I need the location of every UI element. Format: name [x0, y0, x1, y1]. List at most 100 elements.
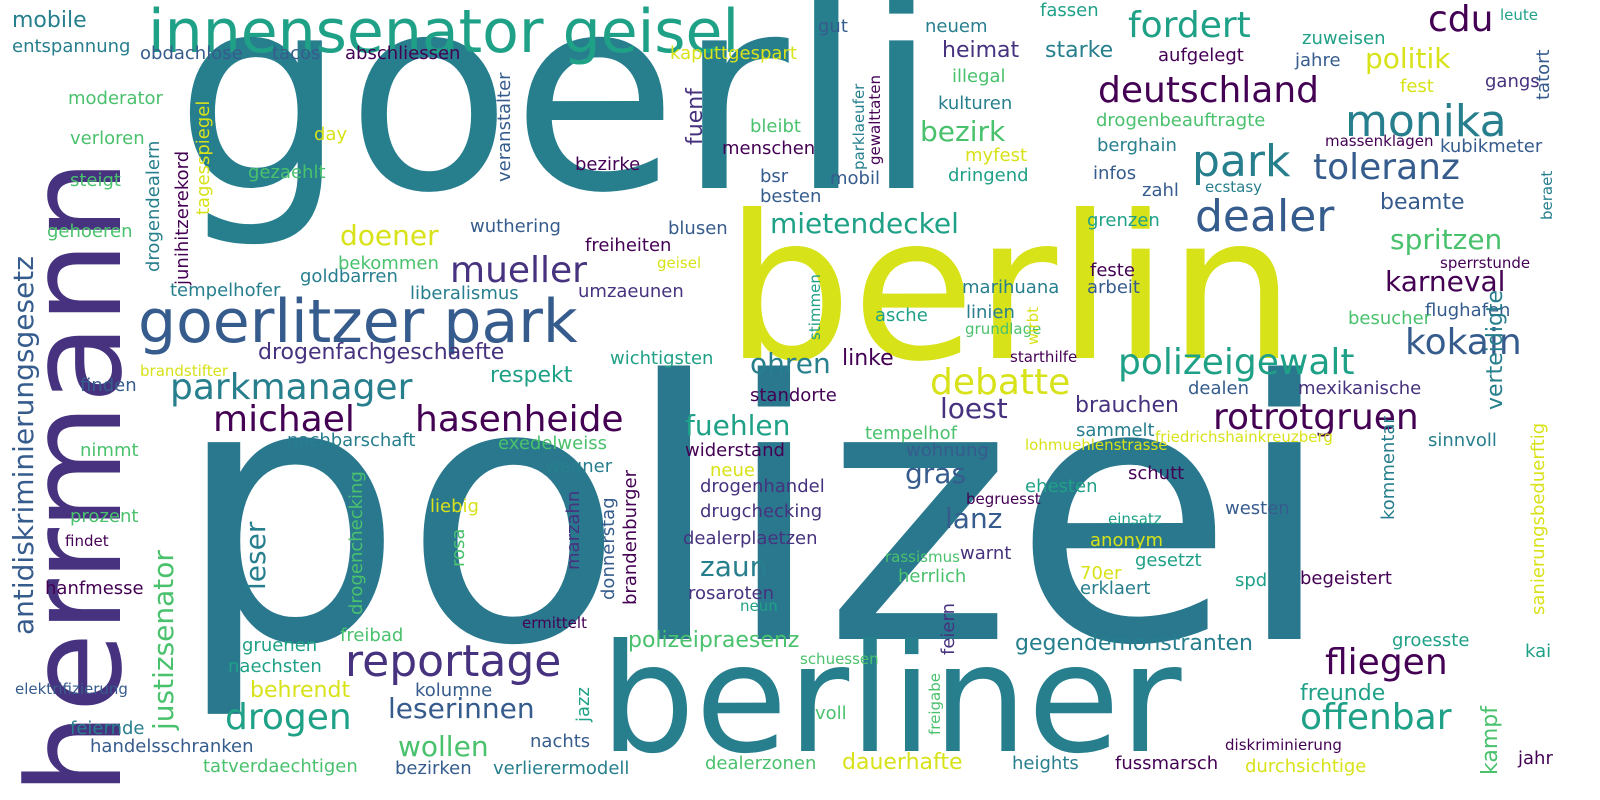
word-jahre: jahre	[1295, 50, 1341, 71]
word-leserinnen: leserinnen	[388, 692, 535, 725]
word-illegal: illegal	[952, 66, 1006, 87]
word-wegner: wegner	[545, 456, 613, 477]
word-asche: asche	[875, 305, 928, 326]
word-drugchecking: drugchecking	[700, 501, 823, 522]
word-mobil: mobil	[830, 168, 880, 189]
word-liebig: liebig	[430, 496, 479, 517]
word-starke: starke	[1045, 38, 1114, 63]
word-arbeit: arbeit	[1087, 277, 1140, 298]
word-beamte: beamte	[1380, 190, 1465, 215]
word-linien: linien	[966, 302, 1015, 323]
word-drogenhandel: drogenhandel	[700, 476, 825, 497]
word-jahr: jahr	[1518, 748, 1553, 769]
word-voll: voll	[815, 703, 847, 724]
word-park: park	[1192, 136, 1291, 187]
word-handelsschranken: handelsschranken	[90, 736, 254, 757]
word-dealerplaetzen: dealerplaetzen	[683, 528, 818, 549]
word-einsatz: einsatz	[1108, 510, 1162, 528]
word-fuehlen: fuehlen	[685, 409, 791, 442]
word-behrendt: behrendt	[250, 678, 351, 703]
word-marihuana: marihuana	[962, 277, 1060, 298]
word-flughafen: flughafen	[1425, 300, 1511, 321]
word-gegendemonstranten: gegendemonstranten	[1015, 631, 1253, 656]
word-ecstasy: ecstasy	[1205, 178, 1263, 196]
word-politik: politik	[1365, 42, 1451, 75]
word-aufgelegt: aufgelegt	[1158, 45, 1244, 66]
word-infos: infos	[1093, 163, 1137, 184]
word-feiern: feiern	[938, 603, 959, 655]
word-wirbt: wirbt	[1024, 306, 1042, 345]
word-deutschland: deutschland	[1098, 70, 1320, 111]
word-verteidigte: verteidigte	[1483, 289, 1508, 410]
word-freigabe: freigabe	[926, 673, 944, 735]
word-dauerhafte: dauerhafte	[842, 750, 963, 775]
word-friedrichshainkreuzberg: friedrichshainkreuzberg	[1155, 428, 1333, 446]
word-schuessen: schuessen	[800, 650, 879, 668]
word-justizsenator: justizsenator	[147, 550, 180, 730]
word-polizeigewalt: polizeigewalt	[1118, 342, 1355, 383]
word-tagesspiegel: tagesspiegel	[193, 100, 214, 215]
word-sperrstunde: sperrstunde	[1440, 254, 1531, 272]
word-berlin: berlin	[725, 173, 1296, 406]
word-veranstalter: veranstalter	[494, 72, 515, 182]
word-fliegen: fliegen	[1325, 642, 1448, 683]
word-wollen: wollen	[398, 730, 489, 763]
word-lanz: lanz	[945, 502, 1003, 535]
word-gezaehlt: gezaehlt	[248, 162, 326, 183]
word-tatverdaechtigen: tatverdaechtigen	[203, 756, 358, 777]
word-massenklagen: massenklagen	[1325, 132, 1434, 150]
word-drogenfachgeschaefte: drogenfachgeschaefte	[258, 340, 505, 365]
word-gruenen: gruenen	[242, 635, 318, 656]
word-leser: leser	[239, 521, 272, 590]
word-menschen: menschen	[722, 138, 816, 159]
word-day: day	[314, 124, 348, 145]
word-linke: linke	[842, 346, 894, 371]
word-stimmen: stimmen	[806, 274, 824, 340]
word-donnerstag: donnerstag	[598, 497, 619, 600]
word-neuem: neuem	[925, 16, 988, 37]
word-mietendeckel: mietendeckel	[770, 207, 959, 240]
word-standorte: standorte	[750, 385, 837, 406]
word-kubikmeter: kubikmeter	[1440, 136, 1543, 157]
word-bsr: bsr	[760, 166, 789, 187]
word-hasenheide: hasenheide	[415, 399, 624, 440]
word-dealer: dealer	[1195, 191, 1335, 242]
word-polizei: polizei	[175, 305, 1335, 724]
word-dealen: dealen	[1188, 378, 1250, 399]
word-findet: findet	[65, 532, 109, 550]
word-mexikanische: mexikanische	[1298, 378, 1422, 399]
word-brandenburger: brandenburger	[620, 470, 641, 605]
word-zaun: zaun	[700, 550, 768, 583]
word-sammelt: sammelt	[1076, 420, 1155, 441]
word-lohmuehlenstrasse: lohmuehlenstrasse	[1025, 436, 1168, 454]
word-bezirke: bezirke	[575, 154, 641, 175]
word-rotrotgruen: rotrotgruen	[1213, 397, 1419, 438]
word-neun: neun	[740, 597, 778, 615]
word-spritzen: spritzen	[1390, 223, 1503, 256]
word-finden: finden	[80, 375, 137, 396]
word-ohren: ohren	[750, 347, 831, 380]
word-gewalttaten: gewalttaten	[866, 75, 884, 165]
word-monika: monika	[1345, 96, 1507, 147]
word-bekommen: bekommen	[338, 253, 439, 274]
word-fassen: fassen	[1040, 0, 1099, 21]
word-drogen: drogen	[225, 697, 352, 738]
word-fordert: fordert	[1128, 5, 1251, 46]
word-goerli: goerli	[175, 0, 939, 252]
word-tacos: tacos	[272, 43, 321, 64]
word-besten: besten	[760, 186, 822, 207]
word-bleibt: bleibt	[750, 116, 801, 137]
word-herrlich: herrlich	[898, 566, 967, 587]
word-toleranz: toleranz	[1313, 147, 1460, 188]
word-parklaeufer: parklaeufer	[850, 83, 868, 170]
word-abschliessen: abschliessen	[345, 43, 461, 64]
word-feste: feste	[1090, 260, 1135, 281]
word-steigt: steigt	[70, 170, 121, 191]
word-umzaeunen: umzaeunen	[578, 281, 684, 302]
word-kommentar: kommentar	[1378, 416, 1399, 520]
word-warnt: warnt	[960, 543, 1012, 564]
word-muell: muell	[818, 103, 843, 165]
word-beraet: beraet	[1538, 170, 1556, 220]
word-besucher: besucher	[1348, 308, 1432, 329]
word-fest: fest	[1400, 76, 1434, 97]
